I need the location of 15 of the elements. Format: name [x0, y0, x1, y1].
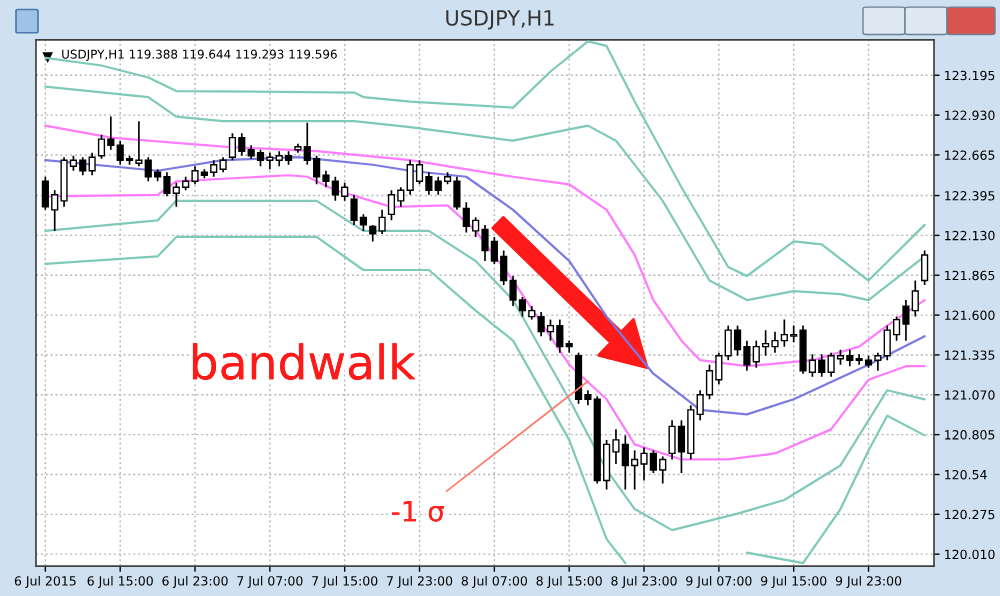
- line-series: [44, 199, 926, 532]
- candlestick: [387, 189, 396, 222]
- line-series: [44, 156, 926, 416]
- candlestick: [921, 249, 929, 286]
- candlestick: [574, 351, 583, 405]
- candlestick: [415, 159, 424, 186]
- candlestick: [97, 133, 106, 160]
- annotation: -1 σ: [392, 500, 445, 522]
- chart-title: USDJPY,H1: [446, 9, 554, 30]
- line-series: [43, 40, 926, 282]
- candlestick: [546, 318, 555, 342]
- line-series: [44, 174, 926, 461]
- annotation: bandwalk: [192, 343, 416, 380]
- candlestick: [228, 132, 237, 162]
- line-series: [44, 85, 926, 302]
